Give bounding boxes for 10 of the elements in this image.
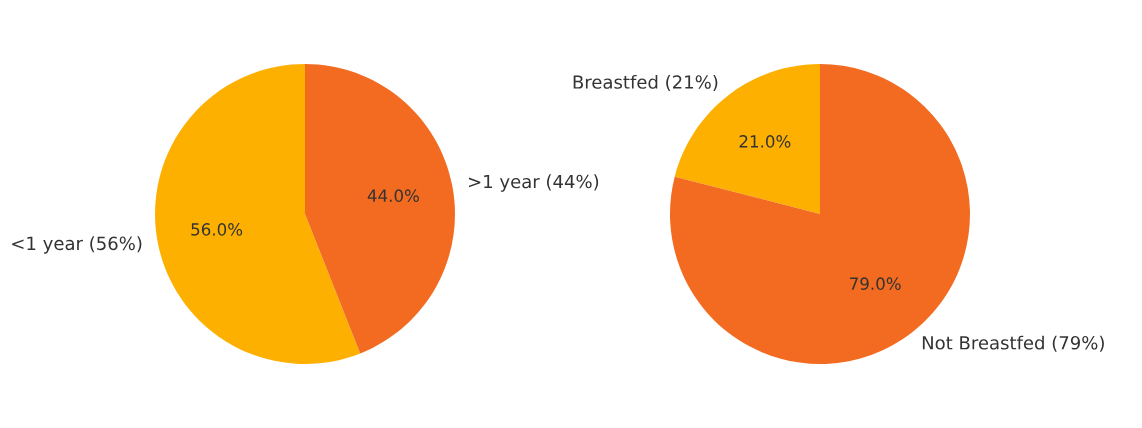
slice-label: Not Breastfed (79%)	[922, 335, 1104, 352]
pie-slice	[305, 64, 455, 354]
slice-label: <1 year (56%)	[12, 236, 142, 254]
pie-slice	[155, 64, 361, 364]
data-label: 44.0%	[367, 189, 419, 202]
slice-label: Breastfed (21%)	[573, 74, 718, 91]
slice-label: >1 year (44%)	[468, 174, 599, 192]
data-label: 21.0%	[739, 135, 791, 148]
data-label: 56.0%	[191, 223, 243, 236]
data-label: 79.0%	[850, 277, 901, 290]
